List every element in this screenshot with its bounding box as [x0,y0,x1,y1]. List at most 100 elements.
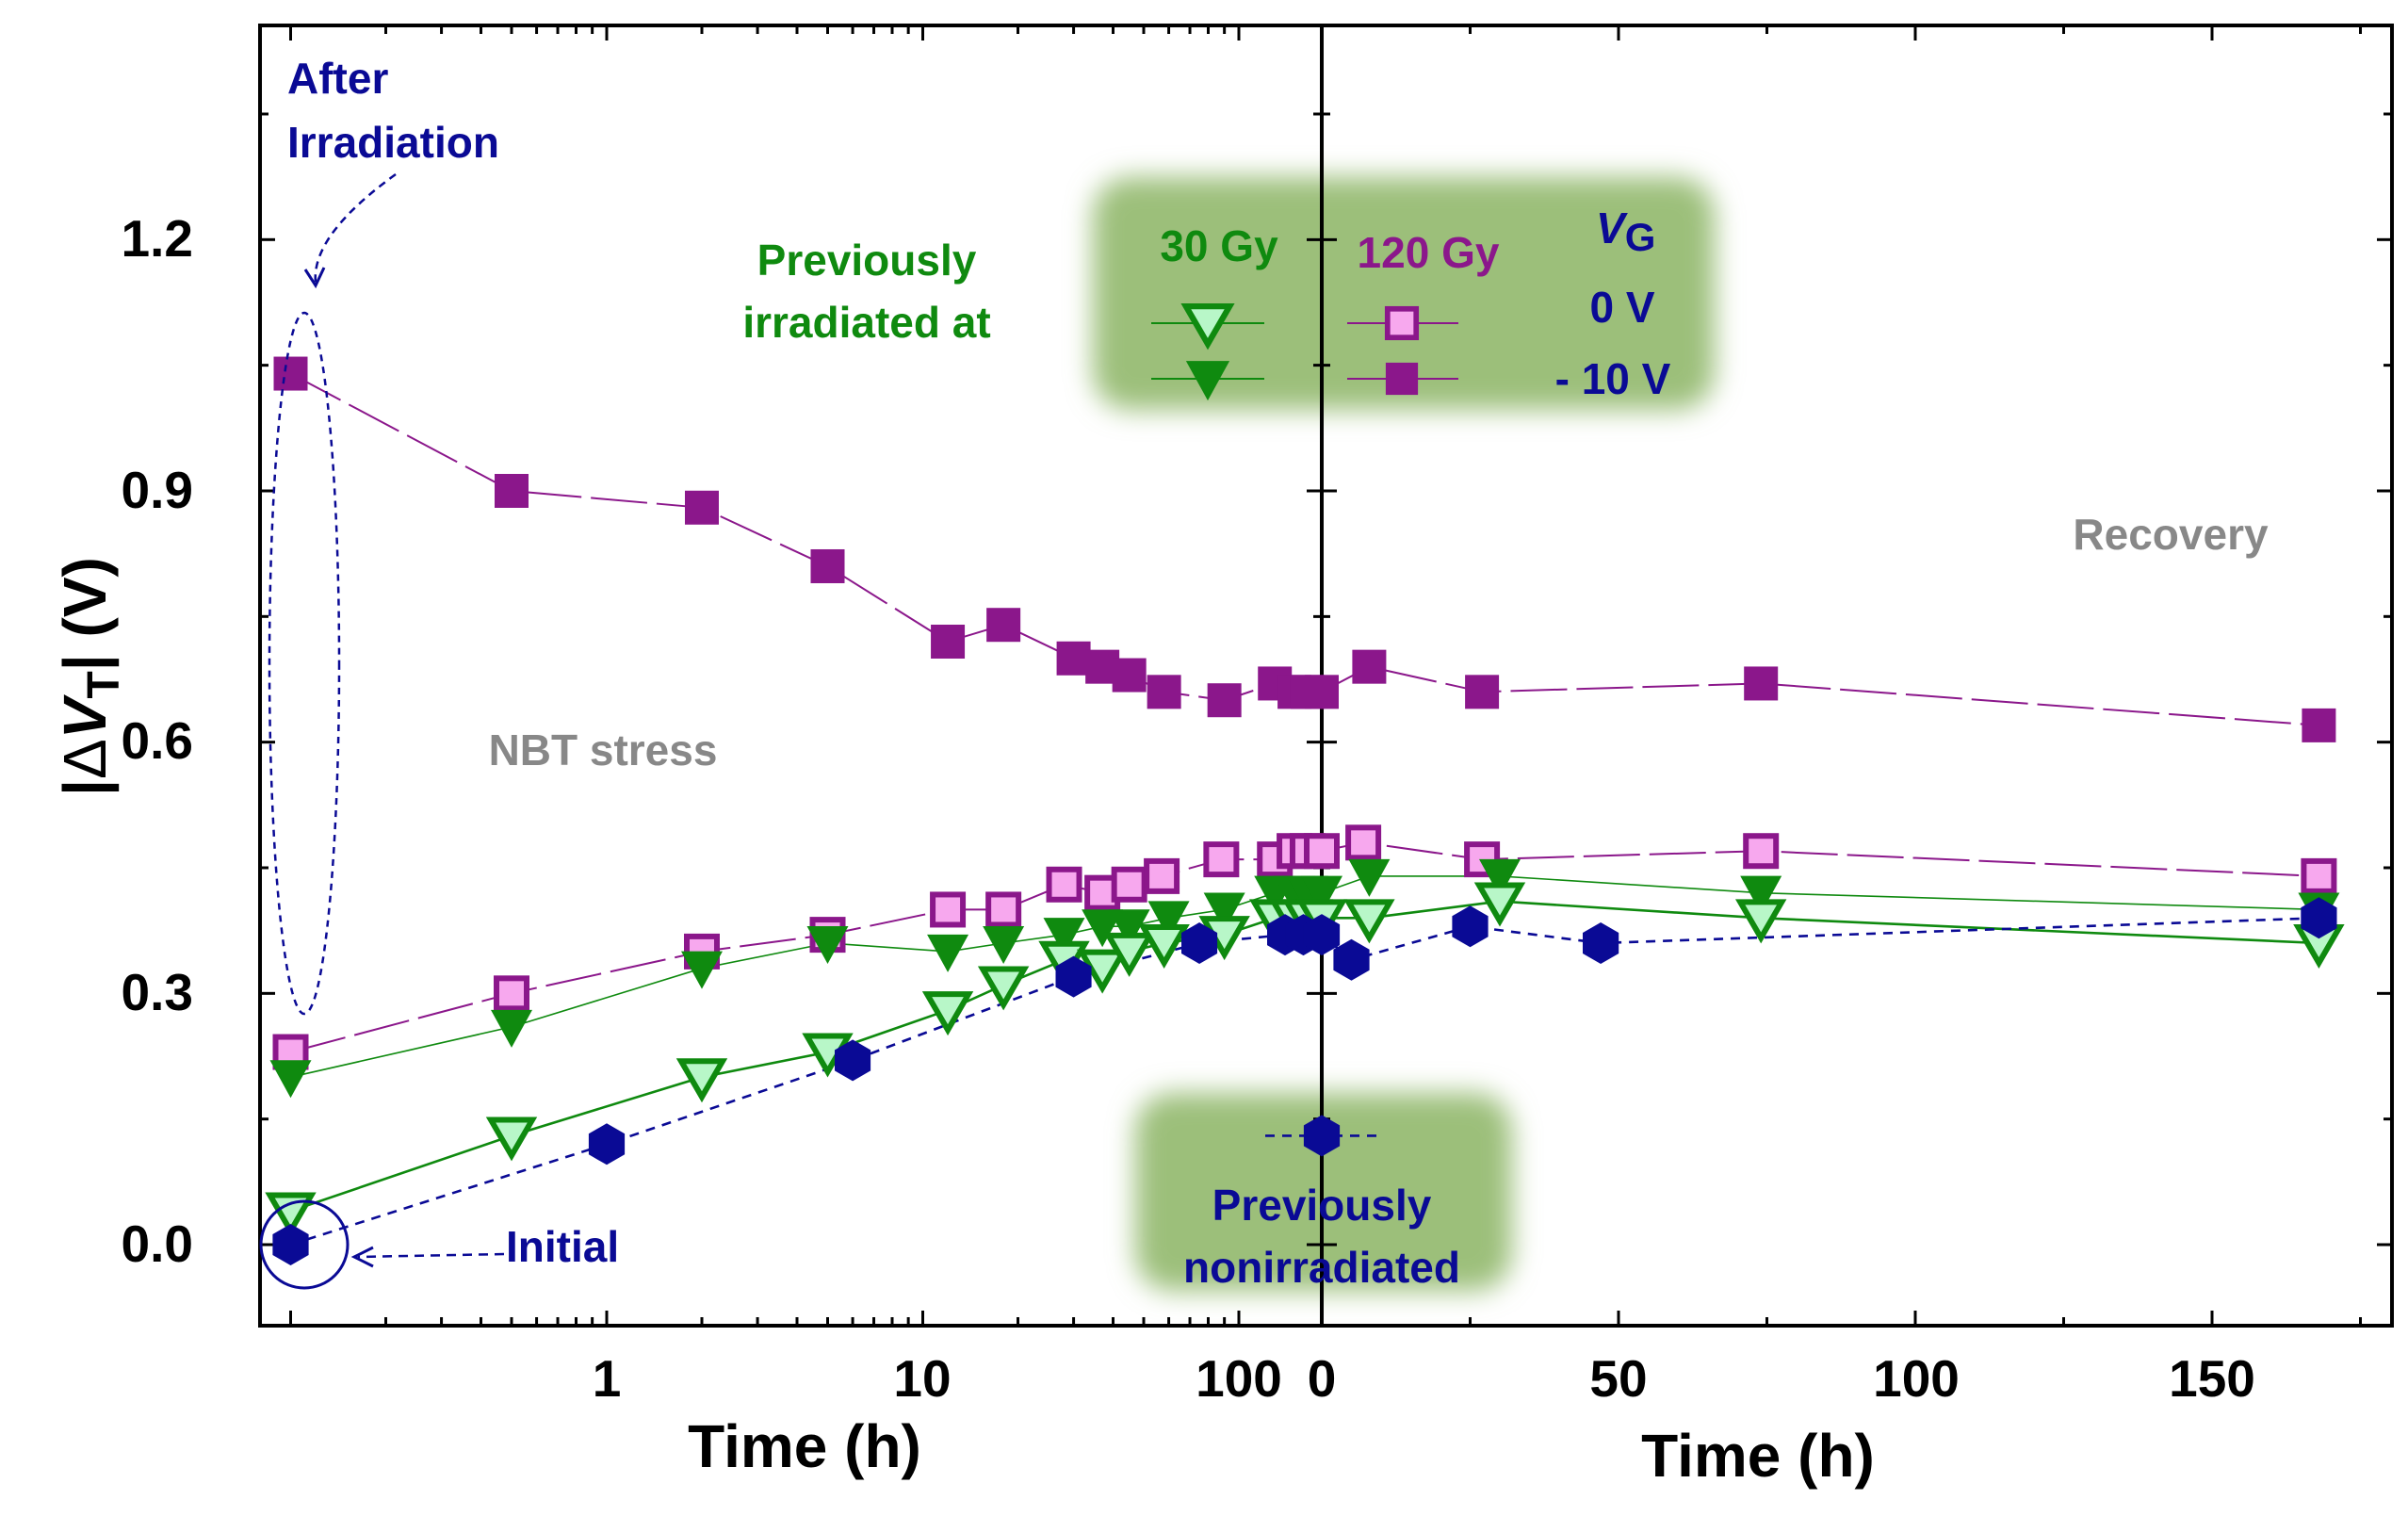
after-irradiation-ellipse [268,311,341,1016]
series-0-stress-point-1 [495,473,529,508]
legend-background [1093,177,1715,410]
legend-row-minus10v: - 10 V [1555,354,1671,403]
initial-arrowhead [350,1246,374,1268]
legend-30gy-marker-0 [1180,302,1235,350]
series-0-stress-point-9 [1147,675,1181,709]
series-1-recovery-point-0 [1304,833,1340,870]
series-4-stress-point-0 [272,1224,309,1265]
series-0-stress-line [290,372,1308,702]
series-3-stress-point-0 [265,1192,317,1237]
legend-side-label-line2: irradiated at [742,298,990,347]
series-1-recovery-point-1 [1345,824,1382,861]
nbt-stress-label: NBT stress [489,725,718,774]
series-0-recovery-point-3 [1744,666,1779,701]
series-2-stress-point-1 [491,1009,533,1048]
series-0-stress-point-3 [810,548,845,583]
series-1-stress-point-4 [930,891,967,928]
plot-frame [258,24,2394,1328]
x-tick-label-recovery-150: 150 [2169,1349,2255,1408]
series-2-stress-point-2 [680,951,723,989]
x-tick-label-recovery-50: 50 [1589,1349,1647,1408]
series-2-recovery-point-0 [1301,875,1342,914]
series-2-stress-point-3 [806,925,849,964]
legend-header-vg: VG [1596,204,1655,259]
series-3-recovery-point-3 [1734,899,1787,944]
x-axis-title-recovery: Time (h) [1641,1422,1875,1490]
series-0-stress-point-5 [986,608,1021,643]
series-2-stress-line [290,891,1308,1078]
series-3-recovery-point-1 [1343,899,1395,944]
series-3-stress-point-9 [1138,923,1190,969]
initial-arrow [357,1252,505,1259]
y-tick-label-0: 0.0 [122,1214,193,1273]
series-0-recovery-point-1 [1352,649,1387,684]
legend-side-label-line1: Previously [757,236,977,285]
series-0-stress-point-8 [1112,658,1147,693]
series-1-stress-point-5 [985,891,1022,928]
series-2-recovery-point-2 [1479,858,1521,897]
series-2-stress-point-4 [927,934,969,972]
series-3-stress-point-7 [1076,949,1129,994]
series-3-recovery-point-2 [1473,882,1526,927]
series-0-stress-point-6 [1056,641,1091,676]
after-irradiation-arrowhead [303,267,326,289]
series-2-stress-point-7 [1082,909,1124,948]
nonirradiated-label-line2: nonirradiated [1183,1243,1460,1292]
initial-circle [259,1199,350,1290]
y-tick-label-3: 0.9 [122,461,193,519]
series-2-stress-point-0 [269,1060,312,1099]
series-0-stress-point-0 [273,356,308,391]
series-4-stress-point-2 [835,1039,871,1082]
series-3-stress-point-8 [1103,932,1155,977]
series-3-stress-point-2 [675,1058,728,1103]
series-3-stress-point-5 [977,966,1030,1011]
series-3-stress-point-1 [485,1117,538,1162]
series-4-stress-point-1 [588,1123,626,1166]
series-0-recovery-point-2 [1465,675,1500,709]
y-tick-label-4: 1.2 [122,209,193,268]
after-irradiation-label-line1: After [287,54,388,103]
x-tick-label-recovery-100: 100 [1873,1349,1960,1408]
x-tick-label-recovery-0: 0 [1308,1349,1337,1408]
series-1-recovery-point-3 [1743,833,1780,870]
after-irradiation-arrow [314,172,397,284]
y-axis-title: |ΔVT| (V) [51,557,129,796]
recovery-label: Recovery [2073,510,2269,559]
series-4-stress-point-3 [1055,955,1092,998]
legend-30gy-marker-1 [1185,361,1230,401]
series-4-recovery-point-0 [1303,914,1341,956]
series-4-stress-point-4 [1181,922,1218,964]
series-1-stress-point-9 [1144,857,1180,894]
series-2-recovery-point-3 [1740,875,1782,914]
legend-row-0v: 0 V [1589,283,1654,332]
series-2-stress-point-9 [1147,901,1190,939]
legend-120gy-marker-0 [1384,305,1420,341]
x-tick-label-stress-10: 10 [893,1349,951,1408]
series-1-stress-point-10 [1203,841,1240,878]
legend-markers [1151,302,1458,401]
series-2-stress-point-5 [983,925,1025,964]
legend-header-30gy: 30 Gy [1160,221,1278,270]
nonirradiated-label-line1: Previously [1212,1181,1432,1230]
y-tick-label-2: 0.6 [122,711,193,770]
series-2-stress-point-8 [1108,909,1150,948]
series-0-stress-point-4 [931,624,966,659]
x-tick-label-stress-1: 1 [593,1349,622,1408]
series-1-stress-point-8 [1111,866,1147,903]
series-3-stress-point-4 [921,991,974,1036]
x-tick-label-stress-100: 100 [1196,1349,1282,1408]
legend-120gy-marker-1 [1385,362,1419,396]
series-0-recovery-point-0 [1305,675,1339,709]
x-axis-title-stress: Time (h) [688,1412,921,1480]
series-4-recovery-point-1 [1333,938,1370,981]
series-0-recovery-point-4 [2302,708,2336,742]
series-1-recovery-point-4 [2301,857,2337,894]
y-tick-label-1: 0.3 [122,963,193,1021]
legend-header-120gy: 120 Gy [1358,228,1500,277]
series-0-stress-point-2 [684,490,719,525]
after-irradiation-label-line2: Irradiation [287,118,499,167]
series-4-recovery-point-2 [1452,905,1489,948]
series-markers [265,356,2345,1265]
series-0-stress-point-10 [1207,683,1242,718]
